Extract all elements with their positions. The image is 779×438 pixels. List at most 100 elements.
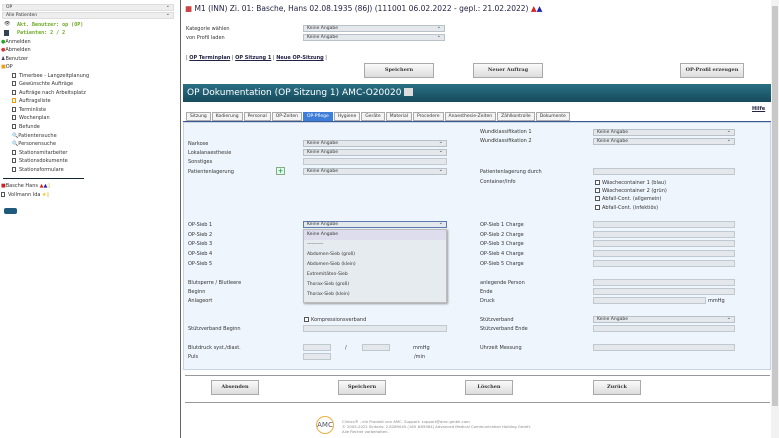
label: Patientenlagerung durch — [480, 169, 542, 175]
patientenlagerung-select[interactable]: Keine Angabe — [303, 168, 447, 175]
delete-button[interactable]: Löschen — [465, 380, 513, 395]
charge-input[interactable] — [593, 221, 735, 228]
dropdown-option[interactable]: Abdomen-Sieb (klein) — [307, 262, 356, 267]
profil-select[interactable]: Keine Angabe — [303, 34, 445, 41]
dropdown-option[interactable]: ---------- — [307, 242, 324, 247]
tab-dokumente[interactable]: Dokumente — [535, 112, 570, 121]
dropdown-option[interactable]: Thorax-Sieb (groß) — [307, 282, 350, 287]
op-sitzung-link[interactable]: OP Sitzung 1 — [235, 55, 272, 61]
charge-input[interactable] — [593, 231, 735, 238]
druck-input[interactable] — [593, 297, 706, 304]
checkbox-4[interactable]: Abfall-Cont. (infektiös) — [595, 205, 658, 211]
tab-kodierung[interactable]: Kodierung — [211, 112, 243, 121]
nav-item[interactable]: Stationsdokumente — [12, 158, 68, 164]
add-button[interactable]: + — [276, 167, 285, 175]
nav-item[interactable]: Stationsmitarbeiter — [12, 150, 67, 156]
label: OP-Sieb 2 — [188, 232, 213, 238]
nav-item[interactable]: Timerbee - Langzeitplanung — [12, 73, 89, 79]
new-order-button[interactable]: Neuer Auftrag — [473, 63, 543, 78]
patient-header: ■ M1 (INN) Zi. 01: Basche, Hans 02.08.19… — [185, 4, 543, 13]
tab-sitzung[interactable]: Sitzung — [186, 112, 211, 121]
help-link[interactable]: Hilfe — [752, 106, 766, 112]
nav-item[interactable]: 🔍Patientensuche — [12, 133, 57, 139]
label: Blutdruck syst./diast. — [188, 345, 241, 351]
nav-item[interactable]: Befunde — [12, 124, 40, 130]
create-profile-button[interactable]: OP-Profil erzeugen — [680, 63, 744, 78]
tab-material[interactable]: Material — [385, 112, 412, 121]
nav-item[interactable]: Auftragsliste — [12, 98, 51, 104]
eye-icon: 👁 — [4, 21, 11, 27]
nav-item[interactable]: Stationsformulare — [12, 167, 64, 173]
wundklassifikation-1-select[interactable]: Keine Angabe — [593, 129, 735, 136]
sonstiges-input[interactable] — [303, 158, 447, 165]
checkbox-2[interactable]: Wäschecontainer 2 (grün) — [595, 188, 667, 194]
scrollbar[interactable] — [771, 0, 779, 438]
document-icon — [12, 115, 16, 120]
label: Narkose — [188, 141, 209, 147]
lagerung-durch-input[interactable] — [593, 168, 735, 175]
patient-item-basche[interactable]: ■Basche Hans ▲▲▯ — [1, 183, 51, 189]
op-terminplan-link[interactable]: OP Terminplan — [189, 55, 231, 61]
person-input[interactable] — [593, 279, 735, 286]
logout-link[interactable]: ●Abmelden — [1, 47, 31, 53]
printer-icon[interactable] — [4, 208, 17, 214]
charge-input[interactable] — [593, 260, 735, 267]
tab-ger-te[interactable]: Geräte — [361, 112, 385, 121]
document-icon — [12, 124, 16, 129]
stuetz-ende-input[interactable] — [593, 325, 735, 332]
ende-input[interactable] — [593, 288, 735, 295]
send-button[interactable]: Absenden — [211, 380, 259, 395]
checkbox-3[interactable]: Abfall-Cont. (allgemein) — [595, 196, 661, 202]
nav-item[interactable]: Aufträge nach Arbeitsplatz — [12, 90, 86, 96]
tab-z-hlkontrolle[interactable]: Zählkontrolle — [497, 112, 535, 121]
tab-procedere[interactable]: Procedere — [412, 112, 444, 121]
kompression-checkbox[interactable]: Kompressionsverband — [304, 317, 366, 323]
nav-item[interactable]: 🔍Personensuche — [12, 141, 57, 147]
save-top-button[interactable]: Speichern — [364, 63, 434, 78]
nav-item[interactable]: Terminliste — [12, 107, 46, 113]
print-icon[interactable] — [404, 88, 414, 96]
back-button[interactable]: Zurück — [593, 380, 641, 395]
charge-input[interactable] — [593, 240, 735, 247]
tab-anaesthesie-zeiten[interactable]: Anaesthesie-Zeiten — [444, 112, 497, 121]
kategorie-select[interactable]: Keine Angabe — [303, 25, 445, 32]
charge-input[interactable] — [593, 250, 735, 257]
dropdown-option[interactable]: Abdomen-Sieb (groß) — [307, 252, 356, 257]
page-title: OP Dokumentation (OP Sitzung 1) AMC-O200… — [183, 84, 771, 102]
save-button[interactable]: Speichern — [338, 380, 386, 395]
document-icon — [12, 90, 16, 95]
op-sieb-1-select[interactable]: Keine Angabe — [303, 221, 447, 228]
new-session-link[interactable]: Neue OP-Sitzung — [276, 55, 324, 61]
unit: /min — [414, 354, 426, 360]
diastolic-input[interactable] — [362, 344, 390, 351]
lokalanaesthesie-select[interactable]: Keine Angabe — [303, 149, 447, 156]
label: Druck — [480, 298, 495, 304]
label: Uhrzeit Messung — [480, 345, 522, 351]
patient-filter-select[interactable]: Alle Patienten — [2, 12, 174, 19]
tab-personal[interactable]: Personal — [243, 112, 271, 121]
tab-op-zeiten[interactable]: OP-Zeiten — [271, 112, 302, 121]
dropdown-option[interactable]: Thorax-Sieb (klein) — [307, 292, 350, 297]
uhrzeit-input[interactable] — [593, 344, 735, 351]
patient-item-vollmann[interactable]: Vollmann Ida ★▯ — [1, 192, 49, 198]
tab-hygiene[interactable]: Hygiene — [333, 112, 361, 121]
wundklassifikation-2-select[interactable]: Keine Angabe — [593, 138, 735, 145]
op-folder[interactable]: ■OP — [1, 64, 13, 70]
tab-op-pflege[interactable]: OP-Pflege — [303, 112, 333, 121]
checkbox-1[interactable]: Wäschecontainer 1 (blau) — [595, 180, 666, 186]
puls-input[interactable] — [303, 353, 331, 360]
label: Sonstiges — [188, 159, 213, 165]
stuetzverband-select[interactable]: Keine Angabe — [593, 316, 735, 323]
stuetz-beginn-input[interactable] — [303, 325, 447, 332]
nav-item[interactable]: Gewünschte Aufträge — [12, 81, 73, 87]
dropdown-option[interactable]: Extremitäten-Sieb — [307, 272, 348, 277]
dropdown-option[interactable]: Keine Angabe — [304, 230, 446, 240]
module-select[interactable]: OP — [2, 4, 174, 11]
users-link[interactable]: ♟Benutzer — [1, 56, 29, 62]
label: Stützverband Beginn — [188, 326, 241, 332]
nav-item[interactable]: Wochenplan — [12, 115, 50, 121]
narkose-select[interactable]: Keine Angabe — [303, 140, 447, 147]
login-link[interactable]: ●Anmelden — [1, 39, 31, 45]
amc-logo: AMC — [316, 416, 334, 434]
systolic-input[interactable] — [303, 344, 331, 351]
